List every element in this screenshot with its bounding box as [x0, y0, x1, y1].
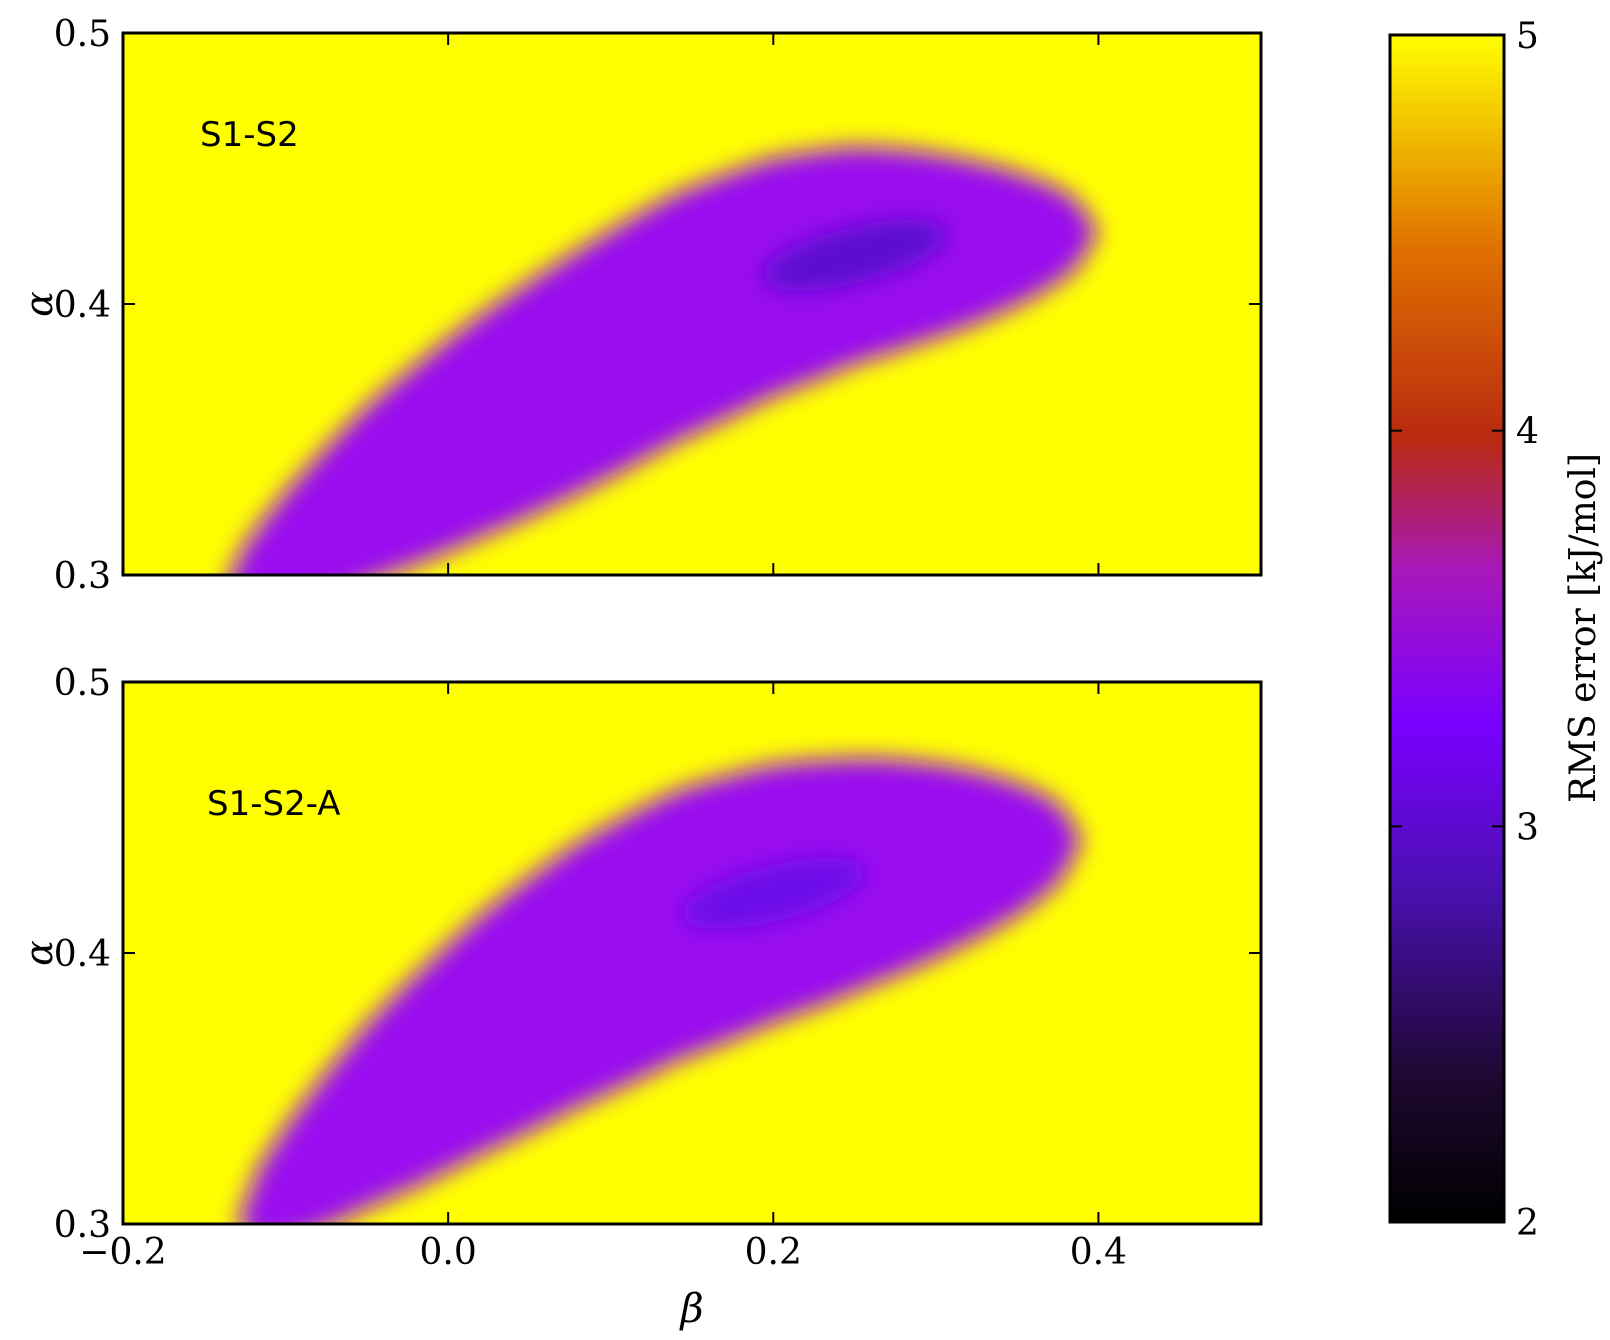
y-axis: 0.3 0.4 0.5 [54, 663, 1261, 1246]
y-axis-label: α [17, 291, 61, 317]
colorbar-frame [1388, 33, 1506, 1224]
y-axis: 0.3 0.4 0.5 [54, 14, 1261, 597]
colorbar-tick-label: 3 [1516, 807, 1539, 848]
colorbar-tick-label: 2 [1516, 1203, 1539, 1244]
y-tick-label: 0.3 [54, 556, 111, 597]
colorbar-tick-label: 5 [1516, 16, 1539, 57]
colorbar-gradient [1390, 35, 1504, 1222]
heatmap-surface [230, 146, 1099, 575]
x-axis-label: β [678, 1286, 703, 1332]
heatmap-surface [236, 757, 1083, 1224]
colorbar-label: RMS error [kJ/mol] [1563, 453, 1604, 803]
x-tick-label: 0.4 [1070, 1232, 1127, 1273]
heatmap-panel-s1-s2-a: 0.3 0.4 0.5 −0.2 0.0 0.2 0.4 α S1-S2-A β [17, 663, 1263, 1332]
y-tick-label: 0.4 [54, 934, 111, 975]
heatmap-panel-s1-s2: 0.3 0.4 0.5 α S1-S2 [17, 14, 1263, 597]
rms-minimum [680, 857, 866, 929]
rms-minimum [762, 219, 947, 291]
y-axis-label: α [17, 940, 61, 966]
colorbar: 2 3 4 5 RMS error [kJ/mol] [1388, 16, 1604, 1244]
x-tick-label: 0.0 [420, 1232, 477, 1273]
y-tick-label: 0.5 [54, 663, 111, 704]
panel-label: S1-S2 [200, 115, 299, 155]
x-tick-label: −0.2 [79, 1232, 166, 1273]
colorbar-ticks: 2 3 4 5 [1390, 16, 1539, 1244]
y-tick-label: 0.4 [54, 285, 111, 326]
y-tick-label: 0.5 [54, 14, 111, 55]
y-tick-label: 0.3 [54, 1205, 111, 1246]
colorbar-tick-label: 4 [1516, 412, 1539, 453]
x-axis: −0.2 0.0 0.2 0.4 [79, 1232, 1127, 1273]
x-tick-label: 0.2 [745, 1232, 802, 1273]
rms-contour-level [236, 757, 1083, 1224]
panel-label: S1-S2-A [207, 784, 340, 824]
